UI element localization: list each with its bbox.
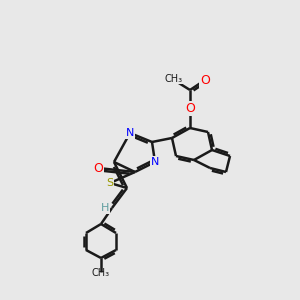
Text: O: O <box>93 161 103 175</box>
Text: H: H <box>101 203 109 213</box>
Text: CH₃: CH₃ <box>165 74 183 84</box>
Text: S: S <box>106 178 114 188</box>
Text: CH₃: CH₃ <box>92 268 110 278</box>
Text: O: O <box>185 101 195 115</box>
Text: O: O <box>200 74 210 86</box>
Text: N: N <box>126 128 134 138</box>
Text: N: N <box>151 157 159 167</box>
